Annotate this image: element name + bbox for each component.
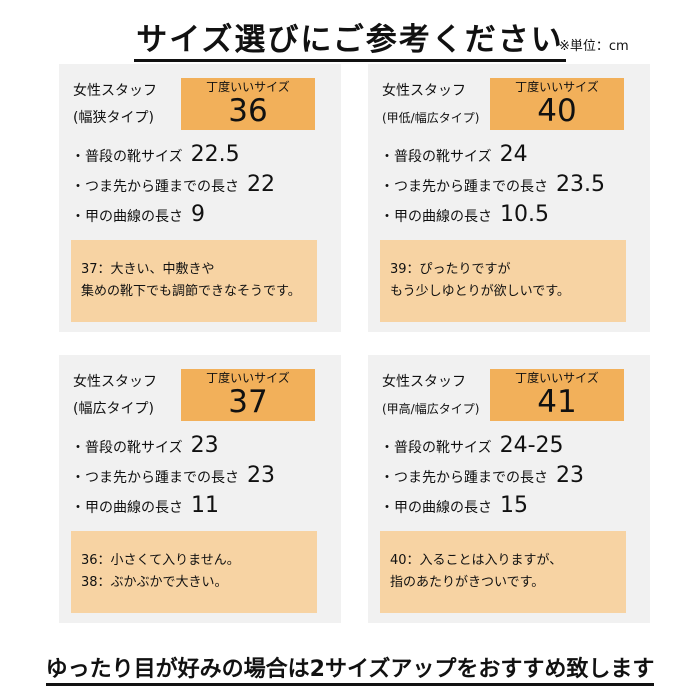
ideal-size-label: 丁度いいサイズ	[515, 371, 599, 385]
instep-label: ・甲の曲線の長さ	[71, 500, 183, 516]
ideal-size-value: 36	[228, 93, 268, 129]
ideal-size-value: 41	[537, 384, 577, 420]
comment-box: 40：入ることは入りますが、 指のあたりがきついです。	[380, 531, 626, 613]
usual-size-label: ・普段の靴サイズ	[71, 149, 183, 165]
usual-size-row: ・普段の靴サイズ 24-25	[380, 433, 584, 463]
measurements: ・普段の靴サイズ 24 ・つま先から踵までの長さ 23.5 ・甲の曲線の長さ 10.5	[380, 142, 605, 232]
comment-line: 集めの靴下でも調節できなそうです。	[81, 284, 301, 299]
staff-info: 女性スタッフ (甲低/幅広タイプ)	[382, 78, 479, 132]
instep-label: ・甲の曲線の長さ	[71, 209, 183, 225]
comment-box: 39：ぴったりですが もう少しゆとりが欲しいです。	[380, 240, 626, 322]
comment-line: 40：入ることは入りますが、	[390, 553, 563, 568]
measurements: ・普段の靴サイズ 23 ・つま先から踵までの長さ 23 ・甲の曲線の長さ 11	[71, 433, 275, 523]
length-label: ・つま先から踵までの長さ	[71, 470, 239, 486]
recommendation-footer: ゆったり目が好みの場合は2サイズアップをおすすめ致します	[0, 651, 700, 686]
length-label: ・つま先から踵までの長さ	[380, 470, 548, 486]
staff-info: 女性スタッフ (甲高/幅広タイプ)	[382, 369, 479, 423]
instep-row: ・甲の曲線の長さ 11	[71, 493, 275, 523]
length-value: 23	[556, 463, 584, 488]
usual-size-row: ・普段の靴サイズ 24	[380, 142, 605, 172]
staff-label: 女性スタッフ	[382, 374, 466, 390]
instep-row: ・甲の曲線の長さ 9	[71, 202, 275, 232]
usual-size-value: 22.5	[190, 142, 240, 167]
usual-size-row: ・普段の靴サイズ 23	[71, 433, 275, 463]
usual-size-value: 24	[499, 142, 528, 167]
staff-card-4: 女性スタッフ (甲高/幅広タイプ) 丁度いいサイズ 41 ・普段の靴サイズ 24-…	[368, 355, 650, 623]
comment-line: 39：ぴったりですが	[390, 262, 511, 277]
ideal-size-box: 丁度いいサイズ 41	[490, 369, 624, 421]
instep-value: 15	[500, 493, 528, 518]
instep-label: ・甲の曲線の長さ	[380, 209, 492, 225]
comment-line: 指のあたりがきついです。	[390, 575, 545, 590]
comment-line: 37：大きい、中敷きや	[81, 262, 215, 277]
staff-label: 女性スタッフ	[73, 83, 157, 99]
measurements: ・普段の靴サイズ 24-25 ・つま先から踵までの長さ 23 ・甲の曲線の長さ 15	[380, 433, 584, 523]
usual-size-row: ・普段の靴サイズ 22.5	[71, 142, 275, 172]
instep-row: ・甲の曲線の長さ 10.5	[380, 202, 605, 232]
ideal-size-value: 37	[228, 384, 268, 420]
length-value: 23.5	[556, 172, 605, 197]
staff-card-2: 女性スタッフ (甲低/幅広タイプ) 丁度いいサイズ 40 ・普段の靴サイズ 24 …	[368, 64, 650, 332]
staff-label: 女性スタッフ	[382, 83, 466, 99]
usual-size-label: ・普段の靴サイズ	[380, 440, 492, 456]
foot-type: (甲高/幅広タイプ)	[382, 402, 480, 416]
page-title: サイズ選びにご参考ください	[0, 14, 700, 62]
ideal-size-label: 丁度いいサイズ	[515, 80, 599, 94]
ideal-size-box: 丁度いいサイズ 36	[181, 78, 315, 130]
length-label: ・つま先から踵までの長さ	[71, 179, 239, 195]
length-value: 22	[247, 172, 275, 197]
foot-type: (甲低/幅広タイプ)	[382, 111, 480, 125]
staff-label: 女性スタッフ	[73, 374, 157, 390]
comment-line: 36：小さくて入りません。	[81, 553, 240, 568]
instep-value: 11	[191, 493, 219, 518]
usual-size-value: 23	[190, 433, 219, 458]
length-row: ・つま先から踵までの長さ 23	[71, 463, 275, 493]
usual-size-label: ・普段の靴サイズ	[380, 149, 492, 165]
instep-row: ・甲の曲線の長さ 15	[380, 493, 584, 523]
ideal-size-label: 丁度いいサイズ	[206, 371, 290, 385]
length-row: ・つま先から踵までの長さ 22	[71, 172, 275, 202]
comment-box: 37：大きい、中敷きや 集めの靴下でも調節できなそうです。	[71, 240, 317, 322]
foot-type: (幅広タイプ)	[73, 401, 154, 417]
staff-info: 女性スタッフ (幅広タイプ)	[73, 369, 157, 423]
instep-value: 10.5	[500, 202, 549, 227]
instep-label: ・甲の曲線の長さ	[380, 500, 492, 516]
length-row: ・つま先から踵までの長さ 23.5	[380, 172, 605, 202]
page-title-text: サイズ選びにご参考ください	[134, 22, 566, 62]
instep-value: 9	[191, 202, 205, 227]
ideal-size-value: 40	[537, 93, 577, 129]
measurements: ・普段の靴サイズ 22.5 ・つま先から踵までの長さ 22 ・甲の曲線の長さ 9	[71, 142, 275, 232]
usual-size-label: ・普段の靴サイズ	[71, 440, 183, 456]
recommendation-text: ゆったり目が好みの場合は2サイズアップをおすすめ致します	[45, 657, 655, 686]
length-row: ・つま先から踵までの長さ 23	[380, 463, 584, 493]
unit-note: ※単位：cm	[559, 39, 629, 54]
staff-info: 女性スタッフ (幅狭タイプ)	[73, 78, 157, 132]
comment-line: もう少しゆとりが欲しいです。	[390, 284, 570, 299]
staff-card-1: 女性スタッフ (幅狭タイプ) 丁度いいサイズ 36 ・普段の靴サイズ 22.5 ・…	[59, 64, 341, 332]
usual-size-value: 24-25	[499, 433, 564, 458]
ideal-size-box: 丁度いいサイズ 37	[181, 369, 315, 421]
ideal-size-box: 丁度いいサイズ 40	[490, 78, 624, 130]
ideal-size-label: 丁度いいサイズ	[206, 80, 290, 94]
comment-box: 36：小さくて入りません。 38：ぶかぶかで大きい。	[71, 531, 317, 613]
length-label: ・つま先から踵までの長さ	[380, 179, 548, 195]
comment-line: 38：ぶかぶかで大きい。	[81, 575, 228, 590]
staff-card-3: 女性スタッフ (幅広タイプ) 丁度いいサイズ 37 ・普段の靴サイズ 23 ・つま…	[59, 355, 341, 623]
foot-type: (幅狭タイプ)	[73, 110, 154, 126]
length-value: 23	[247, 463, 275, 488]
